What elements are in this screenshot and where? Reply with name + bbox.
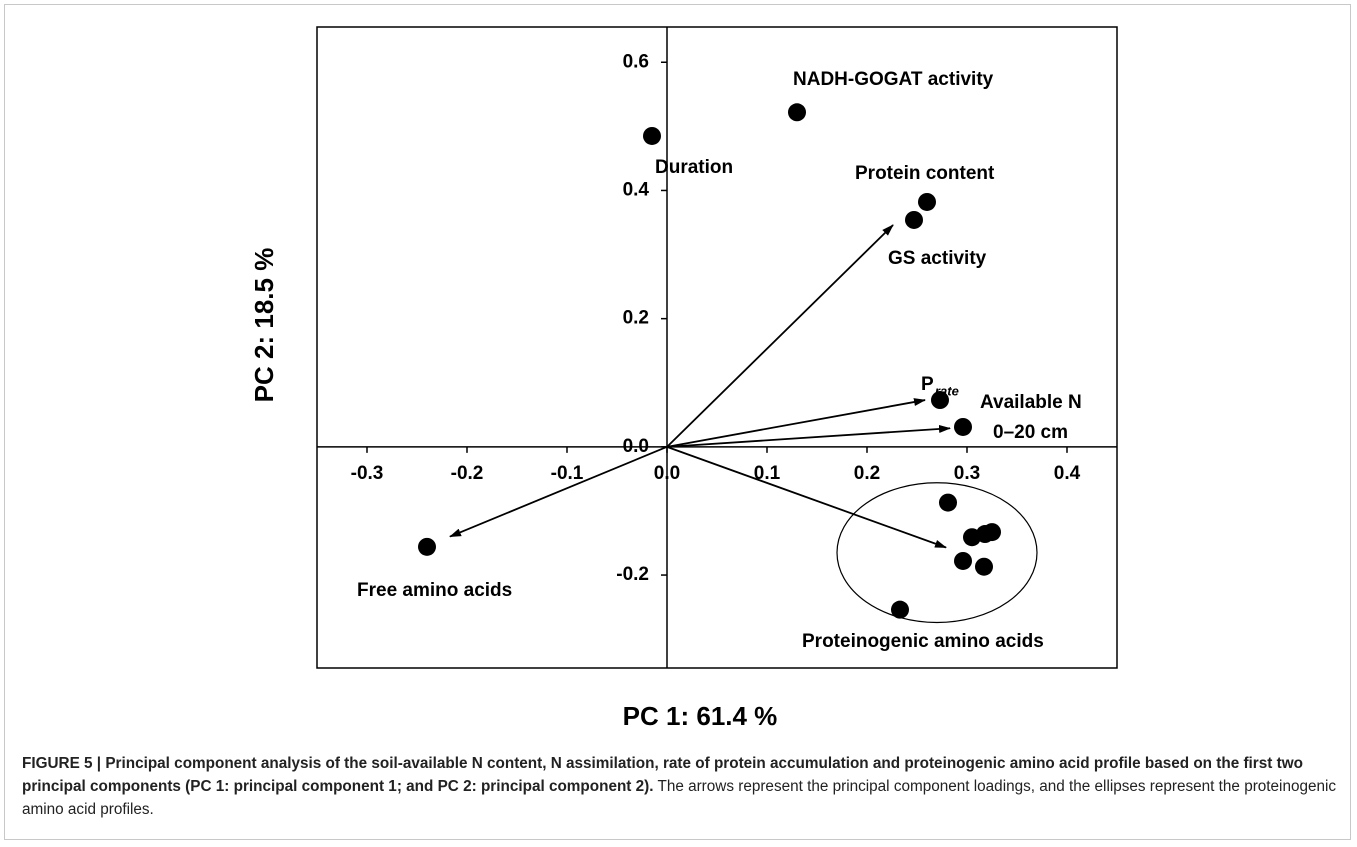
- point-label: Available N: [980, 392, 1082, 413]
- y-tick-label: -0.2: [616, 564, 649, 585]
- figure-frame: [4, 4, 1351, 840]
- x-tick-label: 0.3: [954, 463, 980, 484]
- x-tick-label: 0.0: [654, 463, 680, 484]
- x-tick-label: 0.1: [754, 463, 781, 484]
- x-tick-label: -0.1: [551, 463, 584, 484]
- point: [954, 551, 972, 570]
- point: [918, 192, 936, 211]
- point: [643, 126, 661, 145]
- point: [954, 417, 972, 436]
- plot-frame: [316, 26, 1118, 669]
- point: [418, 537, 436, 556]
- chart: PC 1: 61.4 % PC 2: 18.5 % -0.3 -0.2 -0.1 0.…: [249, 26, 1118, 731]
- x-tick-label: -0.2: [451, 463, 484, 484]
- y-axis-title: PC 2: 18.5 %: [249, 248, 279, 403]
- y-tick-label: 0.2: [623, 308, 649, 329]
- point: [983, 523, 1001, 542]
- y-tick-label: 0.0: [623, 436, 649, 457]
- point-label-subscript: rate: [935, 383, 959, 398]
- caption-bold: FIGURE 5 | Principal component analysis …: [22, 755, 1303, 795]
- point: [931, 391, 949, 410]
- point-label: Free amino acids: [357, 580, 512, 601]
- loading-arrow: [449, 446, 668, 538]
- point-label: Proteinogenic amino acids: [802, 631, 1044, 652]
- ellipse: [836, 482, 1038, 624]
- y-tick-label: 0.4: [623, 179, 650, 200]
- x-tick-label: 0.4: [1054, 463, 1081, 484]
- point-label: NADH-GOGAT activity: [793, 69, 994, 90]
- point: [905, 210, 923, 229]
- loading-arrow: [666, 424, 951, 448]
- x-tick-label: 0.2: [854, 463, 880, 484]
- x-tick-label: -0.3: [351, 463, 384, 484]
- caption-text: The arrows represent the principal compo…: [22, 778, 1337, 818]
- point: [975, 557, 993, 576]
- point-label: Protein content: [855, 163, 995, 184]
- loading-arrow: [666, 224, 894, 448]
- caption: FIGURE 5 | Principal component analysis …: [22, 752, 1340, 821]
- loading-arrow: [666, 446, 947, 549]
- point: [788, 103, 806, 122]
- point-label: 0–20 cm: [993, 422, 1068, 443]
- point-label: P: [921, 374, 934, 395]
- point-label: GS activity: [888, 248, 987, 269]
- point-label: Duration: [655, 157, 733, 178]
- loading-arrow: [666, 398, 926, 448]
- y-tick-label: 0.6: [623, 51, 649, 72]
- point: [891, 600, 909, 619]
- x-axis-title: PC 1: 61.4 %: [623, 701, 778, 731]
- point: [939, 493, 957, 512]
